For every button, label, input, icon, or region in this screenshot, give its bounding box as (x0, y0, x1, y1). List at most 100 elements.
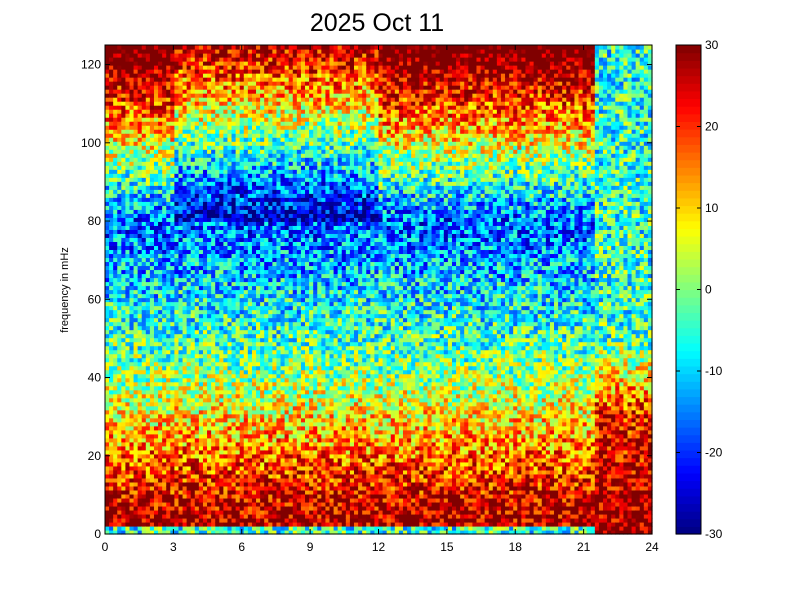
heatmap-cell (113, 489, 118, 495)
heatmap-cell (202, 109, 208, 114)
heatmap-cell (268, 309, 273, 315)
heatmap-cell (149, 493, 155, 499)
heatmap-cell (251, 497, 257, 503)
heatmap-cell (162, 69, 167, 74)
heatmap-cell (198, 321, 204, 327)
heatmap-cell (198, 61, 204, 66)
heatmap-cell (113, 417, 118, 423)
heatmap-cell (166, 293, 171, 299)
heatmap-cell (166, 469, 171, 475)
heatmap-cell (268, 373, 273, 379)
heatmap-cell (235, 361, 241, 367)
heatmap-cell (145, 505, 151, 511)
heatmap-cell (182, 69, 188, 74)
heatmap-cell (223, 301, 229, 307)
heatmap-cell (129, 233, 135, 238)
heatmap-cell (231, 117, 237, 122)
heatmap-cell (235, 521, 241, 527)
heatmap-cell (153, 369, 159, 375)
heatmap-cell (239, 237, 245, 242)
heatmap-cell (239, 385, 245, 391)
heatmap-cell (129, 441, 135, 447)
heatmap-cell (125, 341, 131, 347)
heatmap-cell (105, 341, 110, 347)
heatmap-cell (141, 281, 147, 287)
heatmap-cell (133, 297, 139, 303)
heatmap-cell (174, 401, 180, 407)
heatmap-cell (198, 173, 204, 178)
heatmap-cell (251, 469, 257, 475)
heatmap-cell (235, 457, 241, 463)
heatmap-cell (235, 297, 241, 303)
heatmap-cell (186, 81, 192, 86)
heatmap-cell (109, 397, 114, 403)
heatmap-cell (145, 117, 151, 122)
heatmap-cell (170, 425, 175, 431)
heatmap-cell (125, 485, 131, 491)
heatmap-cell (121, 453, 127, 459)
heatmap-cell (109, 281, 114, 287)
heatmap-cell (170, 113, 175, 118)
heatmap-cell (117, 85, 122, 90)
heatmap-cell (166, 513, 171, 519)
heatmap-cell (109, 501, 114, 507)
heatmap-cell (141, 493, 147, 499)
heatmap-cell (186, 521, 192, 527)
heatmap-cell (178, 141, 184, 146)
heatmap-cell (194, 413, 200, 419)
heatmap-cell (211, 197, 216, 202)
heatmap-cell (202, 129, 208, 134)
heatmap-cell (158, 481, 163, 487)
heatmap-cell (223, 401, 229, 407)
heatmap-cell (219, 205, 224, 210)
heatmap-cell (215, 485, 220, 491)
heatmap-cell (117, 177, 122, 182)
heatmap-cell (223, 337, 229, 343)
heatmap-cell (215, 173, 220, 178)
heatmap-cell (215, 89, 220, 94)
heatmap-cell (170, 473, 175, 479)
heatmap-cell (174, 125, 180, 130)
heatmap-cell (198, 205, 204, 210)
heatmap-cell (219, 77, 224, 82)
heatmap-cell (231, 245, 237, 251)
heatmap-cell (198, 49, 204, 54)
heatmap-cell (182, 433, 188, 439)
heatmap-cell (162, 277, 167, 283)
heatmap-cell (198, 125, 204, 130)
heatmap-cell (117, 501, 122, 507)
heatmap-cell (251, 381, 257, 387)
heatmap-cell (231, 385, 237, 391)
heatmap-cell (113, 157, 118, 162)
heatmap-cell (182, 349, 188, 355)
heatmap-cell (121, 233, 127, 238)
heatmap-cell (153, 93, 159, 98)
heatmap-cell (174, 253, 180, 259)
heatmap-cell (239, 165, 245, 170)
heatmap-cell (145, 205, 151, 210)
heatmap-cell (182, 321, 188, 327)
heatmap-cell (145, 297, 151, 303)
heatmap-cell (223, 121, 229, 126)
heatmap-cell (149, 249, 155, 255)
heatmap-cell (219, 149, 224, 154)
heatmap-cell (174, 333, 180, 339)
heatmap-cell (166, 165, 171, 170)
heatmap-cell (137, 345, 143, 351)
heatmap-cell (149, 425, 155, 431)
heatmap-cell (158, 137, 163, 142)
heatmap-cell (256, 429, 261, 435)
heatmap-cell (239, 53, 245, 58)
heatmap-cell (251, 481, 257, 487)
heatmap-cell (162, 225, 167, 230)
heatmap-cell (186, 377, 192, 383)
heatmap-cell (215, 329, 220, 335)
heatmap-cell (145, 361, 151, 367)
heatmap-cell (198, 169, 204, 174)
heatmap-cell (166, 141, 171, 146)
heatmap-cell (239, 253, 245, 259)
heatmap-cell (194, 145, 200, 150)
heatmap-cell (137, 141, 143, 146)
heatmap-cell (243, 341, 249, 347)
heatmap-cell (243, 157, 249, 162)
